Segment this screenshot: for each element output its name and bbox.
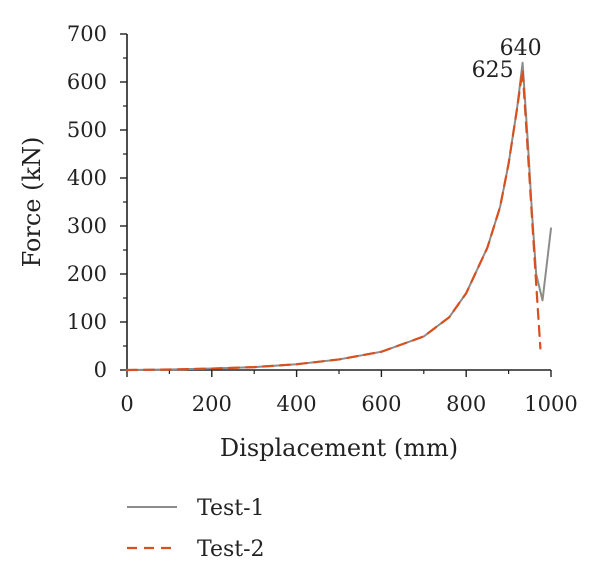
x-tick-label: 0 (120, 392, 133, 416)
series (127, 63, 551, 370)
x-tick-label: 600 (361, 392, 401, 416)
x-axis-title: Displacement (mm) (220, 434, 458, 462)
legend-label-test-2: Test-2 (197, 537, 265, 562)
series-line-test-1 (127, 63, 551, 370)
x-tick-label: 800 (446, 392, 486, 416)
y-tick-label: 600 (67, 70, 107, 94)
y-axis-title: Force (kN) (18, 137, 46, 268)
axes (127, 34, 551, 370)
x-tick-label: 400 (277, 392, 317, 416)
legend-item-test-1: Test-1 (127, 496, 265, 521)
x-tick-label: 200 (192, 392, 232, 416)
y-tick-label: 500 (67, 118, 107, 142)
y-tick-label: 100 (67, 310, 107, 334)
y-tick-label: 300 (67, 214, 107, 238)
y-tick-label: 700 (67, 22, 107, 46)
peak-annotation-625: 625 (472, 58, 514, 83)
series-line-test-2 (127, 70, 540, 370)
y-tick-label: 0 (94, 358, 107, 382)
annotations: 640625 (472, 36, 542, 83)
y-tick-label: 400 (67, 166, 107, 190)
legend: Test-1 Test-2 (127, 496, 265, 562)
y-tick-label: 200 (67, 262, 107, 286)
x-tick-label: 1000 (524, 392, 577, 416)
legend-label-test-1: Test-1 (197, 496, 265, 521)
legend-item-test-2: Test-2 (127, 537, 265, 562)
ticks (120, 34, 551, 377)
